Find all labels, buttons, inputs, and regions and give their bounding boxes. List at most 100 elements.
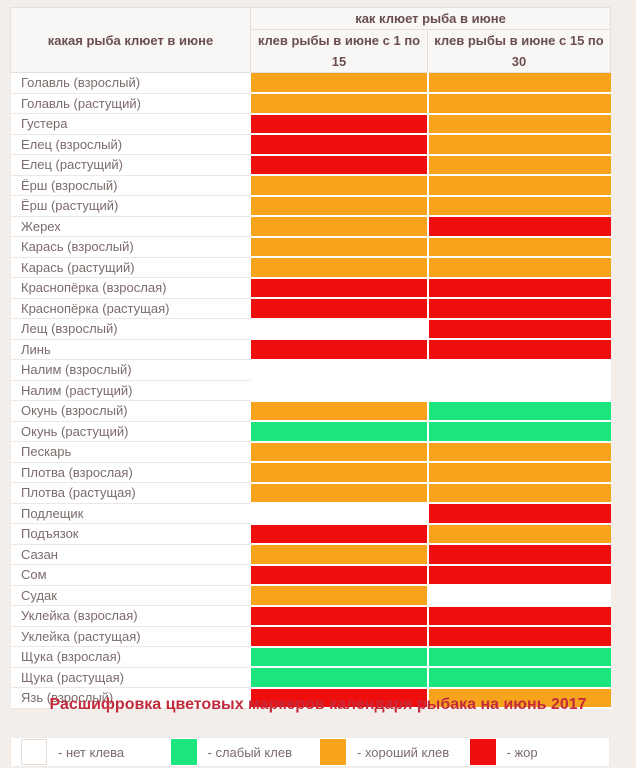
column-header-group: как клюет рыба в июне (250, 7, 611, 30)
fish-name-cell: Линь (10, 339, 251, 360)
fish-name-cell: Уклейка (взрослая) (10, 605, 251, 627)
bite-cell-first-half (250, 359, 428, 381)
bite-cell-second-half (426, 72, 611, 94)
fish-name-cell: Сазан (10, 544, 251, 565)
bite-cell-second-half (426, 687, 611, 709)
legend-label: - хороший клев (357, 744, 450, 760)
bite-cell-second-half (426, 277, 611, 299)
fishing-calendar-table: какая рыба клюет в июне как клюет рыба в… (10, 7, 611, 709)
fish-name-cell: Налим (растущий) (10, 380, 251, 401)
bite-cell-first-half (250, 175, 428, 197)
bite-cell-first-half (250, 93, 428, 115)
table-row: Налим (растущий) (10, 380, 611, 402)
table-row: Голавль (взрослый) (10, 72, 611, 94)
table-row: Сом (10, 564, 611, 586)
table-row: Плотва (взрослая) (10, 462, 611, 484)
bite-cell-second-half (426, 359, 611, 381)
table-row: Уклейка (взрослая) (10, 605, 611, 627)
bite-cell-first-half (250, 154, 428, 176)
table-row: Окунь (растущий) (10, 421, 611, 443)
fish-name-cell: Елец (растущий) (10, 154, 251, 176)
table-row: Краснопёрка (взрослая) (10, 277, 611, 299)
bite-cell-second-half (426, 339, 611, 361)
fish-name-cell: Язь (взрослый) (10, 687, 251, 709)
legend-title: Расшифровка цветовых маркеров календаря … (49, 696, 587, 713)
table-row: Уклейка (растущая) (10, 626, 611, 648)
fish-name-cell: Сом (10, 564, 251, 586)
table-row: Карась (взрослый) (10, 236, 611, 258)
bite-cell-first-half (250, 72, 428, 94)
table-row: Елец (взрослый) (10, 134, 611, 156)
legend-item-weak: - слабый клев (161, 739, 311, 765)
bite-cell-second-half (426, 421, 611, 443)
fish-name-cell: Окунь (взрослый) (10, 400, 251, 422)
table-row: Подлещик (10, 503, 611, 525)
table-row: Язь (взрослый) (10, 687, 611, 709)
legend-item-feast: - жор (460, 739, 610, 765)
bite-cell-first-half (250, 134, 428, 156)
bite-cell-second-half (426, 318, 611, 340)
fish-name-cell: Краснопёрка (растущая) (10, 298, 251, 319)
bite-cell-first-half (250, 626, 428, 648)
bite-cell-second-half (426, 380, 611, 402)
column-header-fish: какая рыба клюет в июне (10, 7, 251, 73)
bite-cell-first-half (250, 564, 428, 586)
bite-cell-first-half (250, 482, 428, 504)
fish-name-cell: Голавль (взрослый) (10, 72, 251, 94)
table-row: Густера (10, 113, 611, 135)
fish-name-cell: Густера (10, 113, 251, 135)
bite-cell-second-half (426, 441, 611, 463)
legend-swatch-weak (170, 739, 197, 765)
table-row: Плотва (растущая) (10, 482, 611, 504)
bite-cell-second-half (426, 400, 611, 422)
fish-name-cell: Жерех (10, 216, 251, 237)
bite-cell-first-half (250, 195, 428, 217)
table-header: какая рыба клюет в июне как клюет рыба в… (10, 7, 611, 73)
table-row: Подъязок (10, 523, 611, 545)
table-row: Линь (10, 339, 611, 361)
bite-cell-first-half (250, 523, 428, 545)
legend-label: - слабый клев (207, 744, 292, 760)
table-row: Пескарь (10, 441, 611, 463)
bite-cell-first-half (250, 503, 428, 525)
table-row: Голавль (растущий) (10, 93, 611, 115)
fish-name-cell: Щука (взрослая) (10, 646, 251, 668)
fish-name-cell: Подлещик (10, 503, 251, 524)
table-row: Елец (растущий) (10, 154, 611, 176)
bite-cell-second-half (426, 646, 611, 668)
table-row: Карась (растущий) (10, 257, 611, 279)
fish-name-cell: Плотва (растущая) (10, 482, 251, 504)
legend-label: - нет клева (58, 744, 125, 760)
table-row: Налим (взрослый) (10, 359, 611, 381)
bite-cell-second-half (426, 175, 611, 197)
bite-cell-second-half (426, 605, 611, 627)
table-row: Сазан (10, 544, 611, 566)
bite-cell-first-half (250, 421, 428, 443)
fish-name-cell: Ёрш (взрослый) (10, 175, 251, 196)
fish-name-cell: Щука (растущая) (10, 667, 251, 688)
bite-cell-second-half (426, 236, 611, 258)
fish-name-cell: Лещ (взрослый) (10, 318, 251, 340)
bite-cell-first-half (250, 667, 428, 689)
bite-cell-second-half (426, 298, 611, 320)
bite-cell-second-half (426, 113, 611, 135)
table-row: Ёрш (растущий) (10, 195, 611, 217)
fish-name-cell: Судак (10, 585, 251, 606)
bite-cell-first-half (250, 339, 428, 361)
table-row: Жерех (10, 216, 611, 238)
legend-item-none: - нет клева (11, 739, 161, 765)
bite-cell-first-half (250, 441, 428, 463)
column-header-second-half: клев рыбы в июне с 15 по 30 (427, 29, 611, 73)
bite-cell-first-half (250, 380, 428, 402)
bite-cell-first-half (250, 113, 428, 135)
bite-cell-first-half (250, 687, 428, 709)
legend-label: - жор (506, 744, 538, 760)
legend-bar: - нет клева - слабый клев - хороший клев - … (10, 737, 610, 767)
bite-cell-second-half (426, 134, 611, 156)
fish-name-cell: Ёрш (растущий) (10, 195, 251, 217)
bite-cell-second-half (426, 523, 611, 545)
bite-cell-second-half (426, 544, 611, 566)
bite-cell-first-half (250, 277, 428, 299)
fish-name-cell: Карась (взрослый) (10, 236, 251, 258)
